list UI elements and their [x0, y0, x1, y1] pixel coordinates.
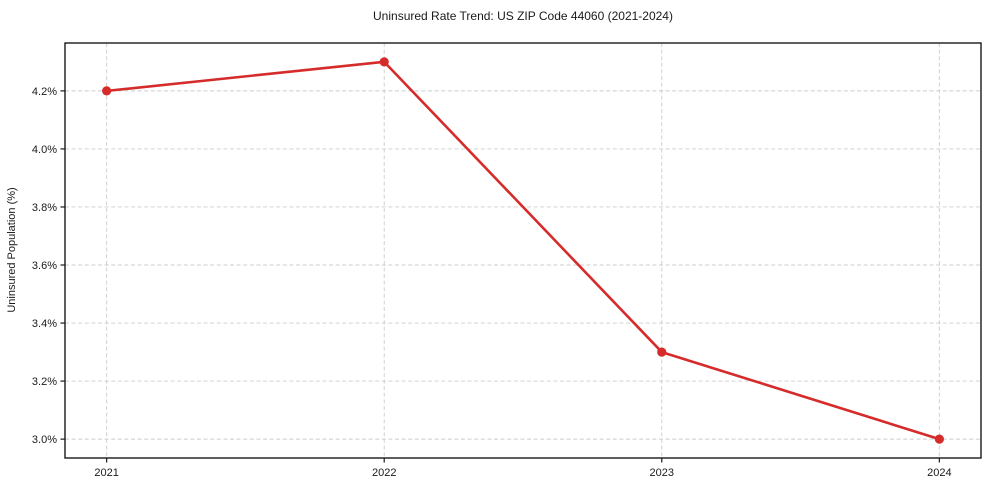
y-tick-label: 3.2% — [32, 376, 57, 388]
y-tick-label: 4.2% — [32, 86, 57, 98]
data-point — [102, 86, 112, 96]
chart-title: Uninsured Rate Trend: US ZIP Code 44060 … — [373, 9, 673, 23]
tick-layer: 3.0% 3.2% 3.4% 3.6% 3.8% 4.0% 4.2% 2021 2022 2023… — [32, 86, 952, 479]
y-tick-label: 3.4% — [32, 318, 57, 330]
x-tick-label: 2023 — [650, 467, 674, 479]
trend-line — [105, 60, 941, 441]
data-point — [657, 347, 667, 357]
y-tick-label: 3.8% — [32, 202, 57, 214]
x-tick-label: 2021 — [94, 467, 118, 479]
data-point — [934, 434, 944, 444]
y-tick-label: 3.0% — [32, 434, 57, 446]
x-tick-label: 2022 — [372, 467, 396, 479]
y-axis-label: Uninsured Population (%) — [6, 187, 18, 312]
data-point — [379, 57, 389, 67]
plot-background — [65, 43, 981, 458]
series-layer — [102, 57, 944, 444]
y-tick-label: 4.0% — [32, 144, 57, 156]
y-tick-label: 3.6% — [32, 260, 57, 272]
x-tick-label: 2024 — [927, 467, 951, 479]
plot-border — [64, 42, 982, 459]
